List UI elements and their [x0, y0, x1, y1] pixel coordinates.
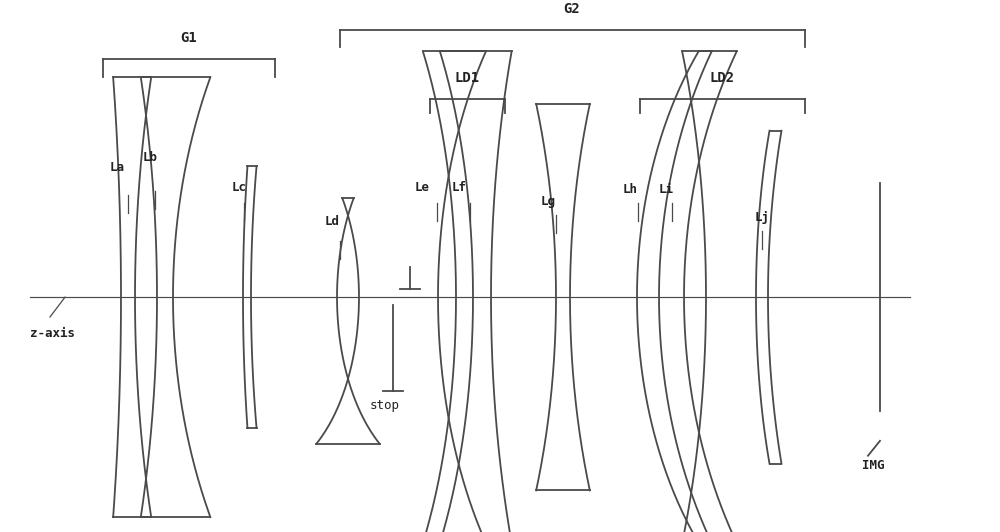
Text: Ld: Ld — [325, 215, 340, 228]
Text: G2: G2 — [564, 2, 580, 16]
Text: Lc: Lc — [232, 181, 247, 194]
Text: z-axis: z-axis — [30, 327, 75, 340]
Text: Lj: Lj — [755, 211, 770, 224]
Text: LD1: LD1 — [454, 71, 480, 85]
Text: G1: G1 — [181, 31, 197, 46]
Text: Le: Le — [415, 181, 430, 194]
Text: Lg: Lg — [541, 195, 556, 208]
Text: La: La — [110, 161, 125, 174]
Text: Li: Li — [659, 183, 674, 196]
Text: Lb: Lb — [143, 152, 158, 164]
Text: IMG: IMG — [862, 459, 885, 471]
Text: LD2: LD2 — [709, 71, 735, 85]
Text: Lf: Lf — [452, 181, 467, 194]
Text: stop: stop — [370, 399, 400, 412]
Text: Lh: Lh — [623, 183, 638, 196]
